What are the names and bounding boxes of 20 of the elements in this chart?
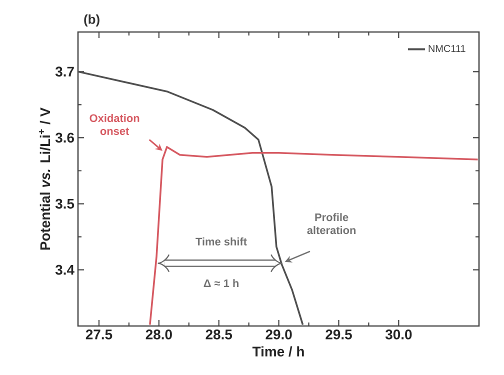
x-tick-label: 29.5 xyxy=(326,330,352,340)
x-tick-label: 28.0 xyxy=(146,330,172,340)
text: (b) xyxy=(84,14,100,26)
x-tick-label: 28.5 xyxy=(206,330,232,340)
annotation: Δ ≈ 1 h xyxy=(204,279,238,288)
x-tick-label: 30.0 xyxy=(385,330,412,340)
line-series xyxy=(149,146,479,326)
y-tick-label: 3.5 xyxy=(55,198,74,209)
y-tick-label: 3.6 xyxy=(55,132,74,143)
annotation: Oxidation onset xyxy=(90,114,140,135)
x-tick-label: 27.5 xyxy=(86,330,112,340)
x-tick-label: 29.0 xyxy=(266,330,292,340)
y-tick-label: 3.4 xyxy=(55,264,74,275)
y-tick-label: 3.7 xyxy=(55,66,74,77)
y-axis-title: Potential vs. Li/Li$^{+}$ / V xyxy=(39,108,50,250)
annotation: Time shift xyxy=(196,237,247,246)
x-axis-title: Time / h xyxy=(252,346,304,357)
line-series xyxy=(78,70,304,326)
legend-label: NMC111 xyxy=(428,45,466,52)
annotation: Profile alteration xyxy=(307,213,356,234)
